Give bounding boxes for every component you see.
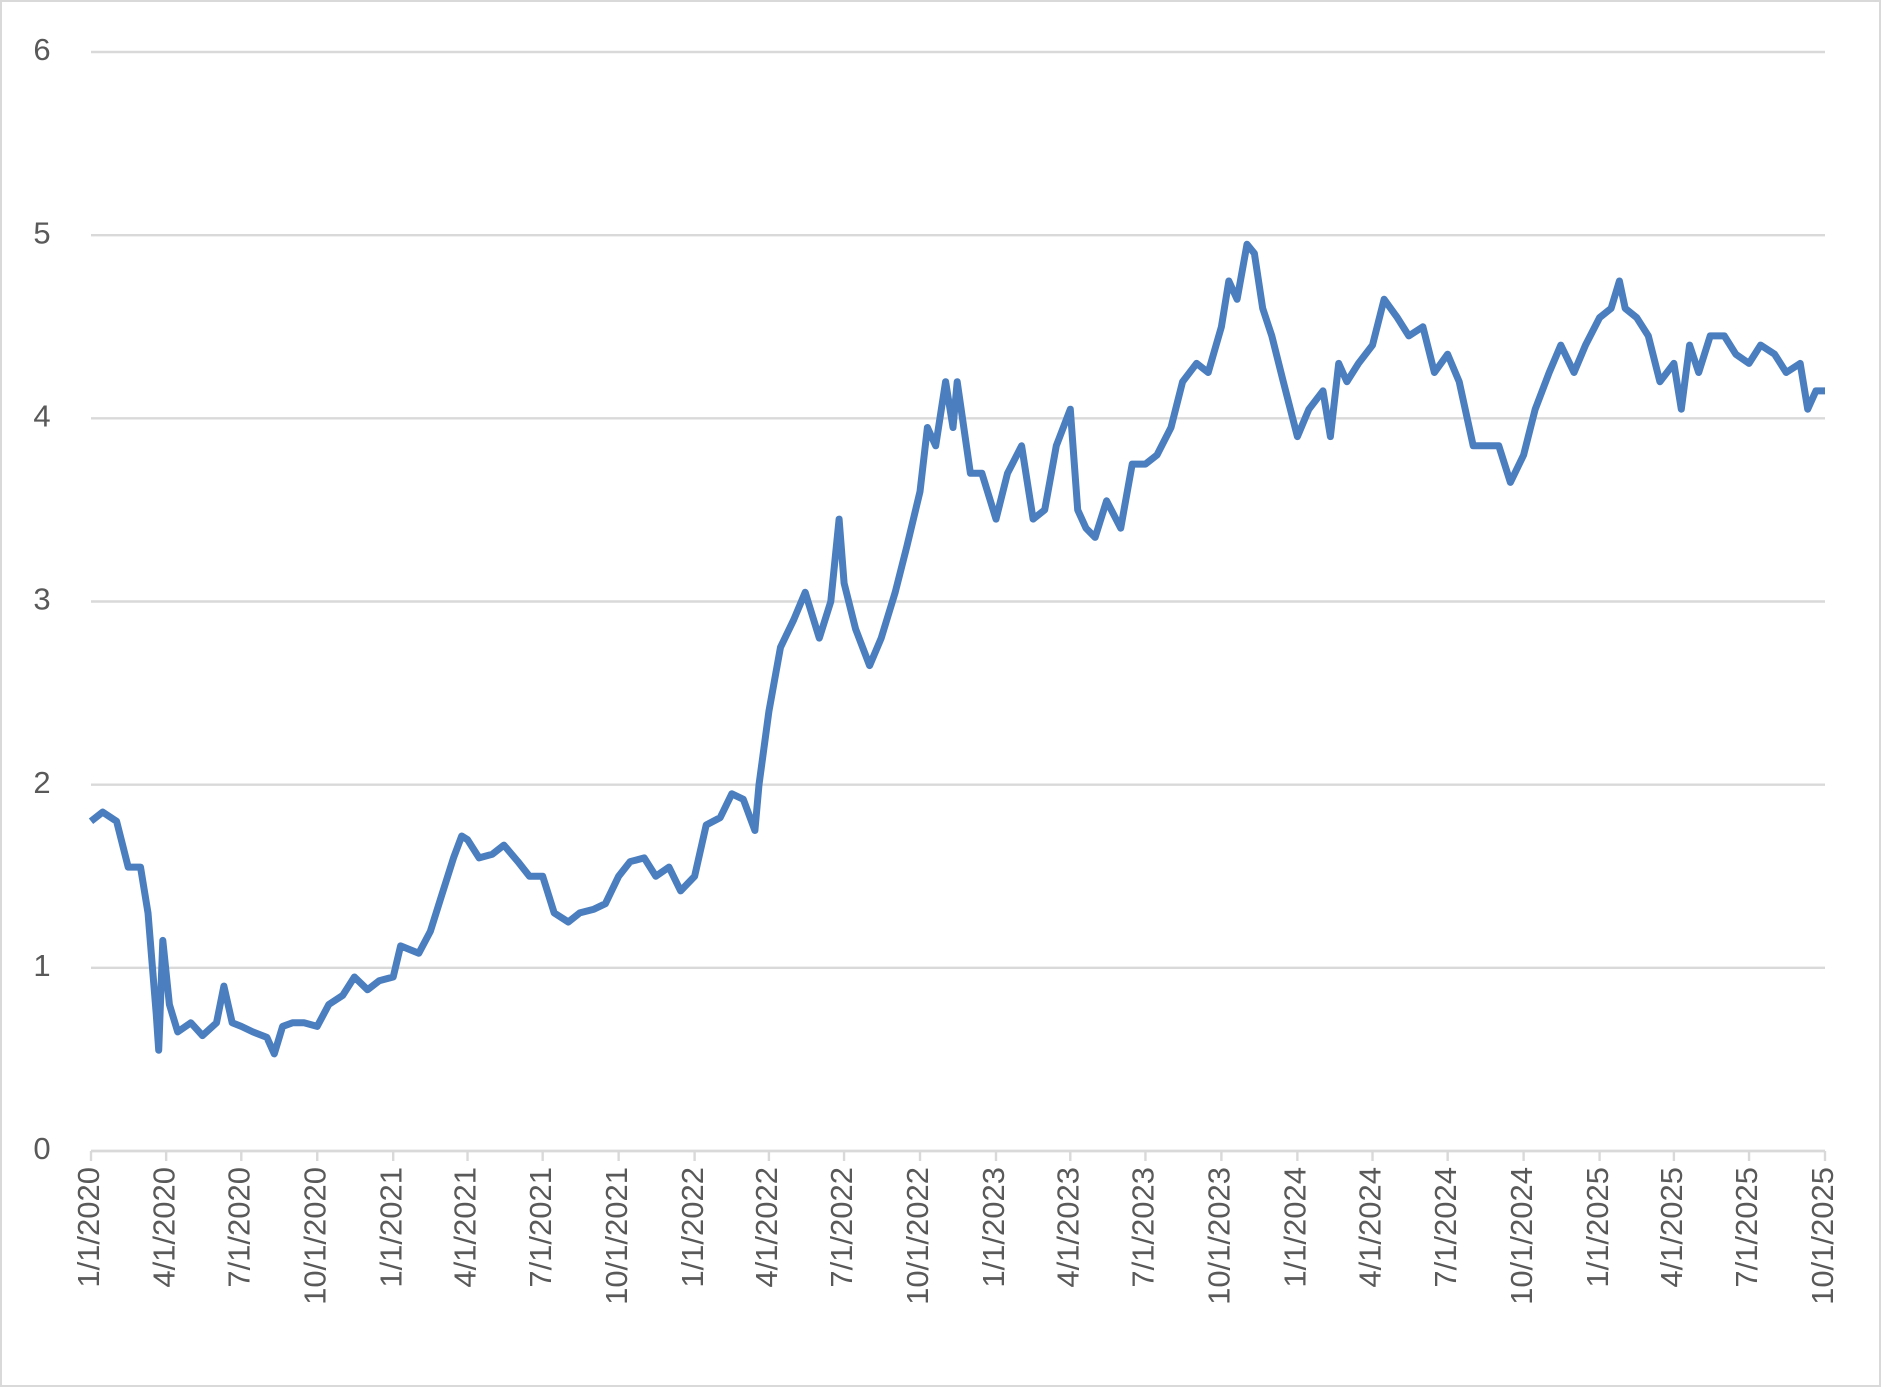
x-tick-label: 10/1/2024 [1504,1167,1539,1305]
x-tick-label: 7/1/2022 [824,1167,859,1288]
x-tick-label: 7/1/2023 [1126,1167,1161,1288]
x-tick-label: 10/1/2021 [599,1167,634,1305]
y-tick-label: 6 [33,32,50,67]
x-tick-label: 10/1/2023 [1202,1167,1237,1305]
x-tick-label: 4/1/2021 [448,1167,483,1288]
x-tick-label: 7/1/2025 [1729,1167,1764,1288]
x-tick-label: 4/1/2020 [146,1167,181,1288]
y-tick-label: 4 [33,399,50,434]
x-tick-label: 4/1/2023 [1050,1167,1085,1288]
y-tick-label: 5 [33,215,50,250]
x-tick-label: 1/1/2020 [71,1167,106,1288]
y-tick-label: 0 [33,1131,50,1166]
x-tick-label: 1/1/2025 [1580,1167,1615,1288]
y-tick-label: 2 [33,765,50,800]
y-tick-label: 1 [33,948,50,983]
x-tick-label: 1/1/2023 [976,1167,1011,1288]
x-tick-label: 7/1/2021 [523,1167,558,1288]
x-tick-label: 10/1/2020 [297,1167,332,1305]
x-tick-label: 1/1/2022 [675,1167,710,1288]
data-line [88,240,1825,1058]
x-tick-label: 4/1/2024 [1353,1167,1388,1288]
x-tick-label: 1/1/2021 [373,1167,408,1288]
x-tick-label: 10/1/2025 [1805,1167,1840,1305]
x-tick-label: 7/1/2024 [1428,1167,1463,1288]
x-tick-label: 7/1/2020 [221,1167,256,1288]
y-tick-label: 3 [33,582,50,617]
x-tick-label: 4/1/2022 [749,1167,784,1288]
x-tick-label: 4/1/2025 [1654,1167,1689,1288]
x-tick-label: 10/1/2022 [900,1167,935,1305]
x-tick-label: 1/1/2024 [1278,1167,1313,1288]
